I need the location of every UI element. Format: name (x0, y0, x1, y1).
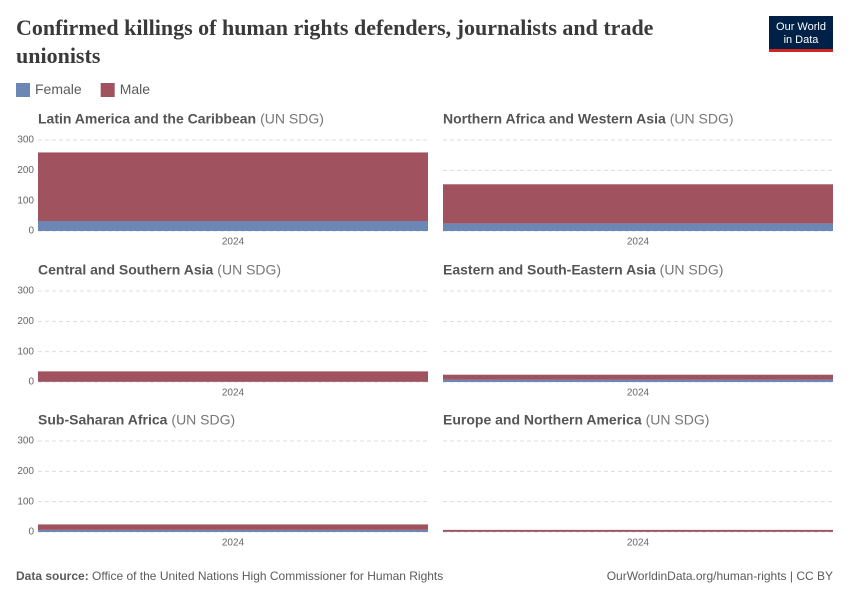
panel-title-suffix: (UN SDG) (646, 412, 710, 428)
area (443, 184, 833, 224)
panel-title: Central and Southern Asia (38, 262, 214, 278)
area (443, 529, 833, 532)
logo-bar (769, 49, 833, 52)
area (38, 371, 428, 382)
panel-title: Eastern and South-Eastern Asia (443, 262, 656, 278)
legend-swatch (100, 83, 115, 97)
logo-text: Our World (776, 21, 826, 33)
y-tick-label: 100 (17, 346, 34, 357)
area (38, 220, 428, 231)
y-tick-label: 0 (28, 226, 34, 237)
x-tick-label: 2024 (222, 538, 245, 549)
panel-title-suffix: (UN SDG) (171, 412, 235, 428)
area (443, 379, 833, 382)
y-tick-label: 200 (17, 316, 34, 327)
area (38, 152, 428, 221)
panel-title-suffix: (UN SDG) (260, 111, 324, 127)
y-tick-label: 0 (28, 527, 34, 538)
x-tick-label: 2024 (222, 237, 245, 248)
y-tick-label: 100 (17, 496, 34, 507)
panel-title-suffix: (UN SDG) (217, 262, 281, 278)
x-tick-label: 2024 (627, 388, 650, 399)
legend-swatch (16, 83, 30, 97)
x-tick-label: 2024 (627, 538, 650, 549)
logo-text: in Data (784, 34, 820, 46)
panel-title-suffix: (UN SDG) (670, 111, 734, 127)
legend-label: Female (35, 81, 82, 97)
panel-title: Latin America and the Caribbean (38, 111, 256, 127)
y-tick-label: 200 (17, 165, 34, 176)
area (443, 374, 833, 380)
y-tick-label: 200 (17, 466, 34, 477)
area (38, 524, 428, 530)
panel-title-suffix: (UN SDG) (660, 262, 724, 278)
y-tick-label: 300 (17, 436, 34, 447)
x-tick-label: 2024 (222, 388, 245, 399)
y-tick-label: 300 (17, 286, 34, 297)
y-tick-label: 100 (17, 195, 34, 206)
panel-title: Europe and Northern America (443, 412, 642, 428)
panel-title: Sub-Saharan Africa (38, 412, 168, 428)
x-tick-label: 2024 (627, 237, 650, 248)
source-label: Data source: (16, 569, 89, 583)
source: Office of the United Nations High Commis… (92, 569, 443, 583)
area (443, 223, 833, 231)
credit: OurWorldinData.org/human-rights | CC BY (607, 569, 833, 583)
logo-box (769, 16, 833, 52)
y-tick-label: 300 (17, 135, 34, 146)
area (38, 529, 428, 532)
chart-title: Confirmed killings of human rights defen… (16, 15, 654, 68)
y-tick-label: 0 (28, 377, 34, 388)
panel-title: Northern Africa and Western Asia (443, 111, 666, 127)
legend-label: Male (120, 81, 151, 97)
